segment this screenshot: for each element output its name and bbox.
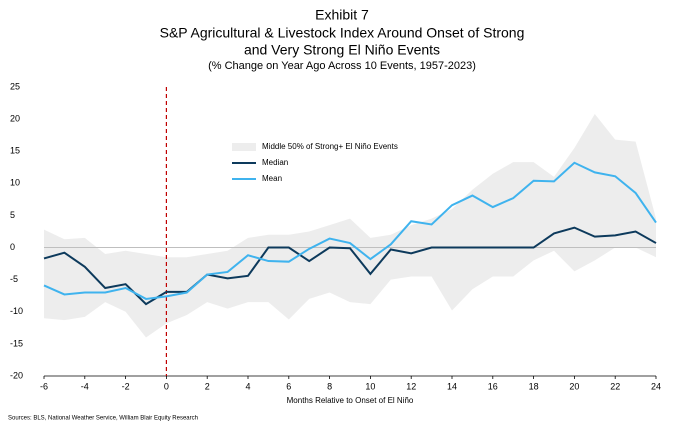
- y-tick-label: 25: [10, 81, 20, 91]
- legend-label: Mean: [262, 174, 282, 183]
- x-tick-label: 4: [245, 381, 250, 391]
- x-tick-label: 14: [447, 381, 457, 391]
- line-series: [43, 161, 657, 300]
- y-tick-label: 5: [10, 210, 15, 220]
- x-tick-label: -4: [81, 381, 89, 391]
- x-axis-label: Months Relative to Onset of El Niño: [287, 396, 414, 405]
- x-tick-label: 10: [365, 381, 375, 391]
- legend-swatch: [232, 143, 256, 151]
- x-tick-label: 22: [610, 381, 620, 391]
- y-tick-label: -20: [10, 370, 23, 380]
- x-tick-label: 24: [651, 381, 661, 391]
- line-series: [43, 226, 657, 306]
- y-tick-label: 15: [10, 146, 20, 156]
- y-tick-label: -5: [10, 274, 18, 284]
- y-tick-label: 20: [10, 113, 20, 123]
- chart-subtitle: and Very Strong El Niño Events: [244, 42, 440, 58]
- legend-label: Median: [262, 158, 288, 167]
- y-tick-label: -10: [10, 306, 23, 316]
- y-tick-label: 0: [10, 242, 15, 252]
- x-tick-label: 0: [164, 381, 169, 391]
- y-tick-label: 10: [10, 178, 20, 188]
- source: Sources: BLS, National Weather Service, …: [8, 416, 198, 422]
- x-tick-label: 18: [529, 381, 539, 391]
- legend-label: Middle 50% of Strong+ El Niño Events: [262, 142, 398, 151]
- x-tick-label: 2: [205, 381, 210, 391]
- x-tick-label: 8: [327, 381, 332, 391]
- x-tick-label: -2: [122, 381, 130, 391]
- x-tick-label: 20: [569, 381, 579, 391]
- x-tick-label: 6: [286, 381, 291, 391]
- x-tick-label: -6: [40, 381, 48, 391]
- chart-title: Exhibit 7: [315, 7, 369, 23]
- x-tick-label: 16: [488, 381, 498, 391]
- band-area: [44, 113, 656, 338]
- chart-note: (% Change on Year Ago Across 10 Events, …: [208, 60, 476, 72]
- y-tick-label: -15: [10, 338, 23, 348]
- x-tick-label: 12: [406, 381, 416, 391]
- chart-subtitle: S&P Agricultural & Livestock Index Aroun…: [160, 25, 525, 41]
